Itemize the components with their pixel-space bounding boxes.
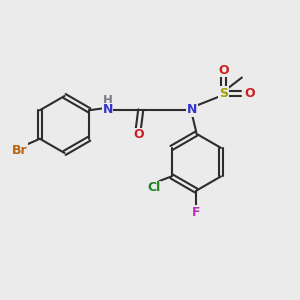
Text: Br: Br: [12, 144, 28, 157]
Text: N: N: [187, 103, 197, 116]
Text: F: F: [192, 206, 200, 219]
Text: Cl: Cl: [147, 181, 160, 194]
Text: N: N: [103, 103, 113, 116]
Text: O: O: [133, 128, 144, 141]
Text: O: O: [218, 64, 229, 76]
Text: S: S: [219, 87, 228, 100]
Text: O: O: [244, 87, 255, 100]
Text: H: H: [103, 94, 113, 107]
